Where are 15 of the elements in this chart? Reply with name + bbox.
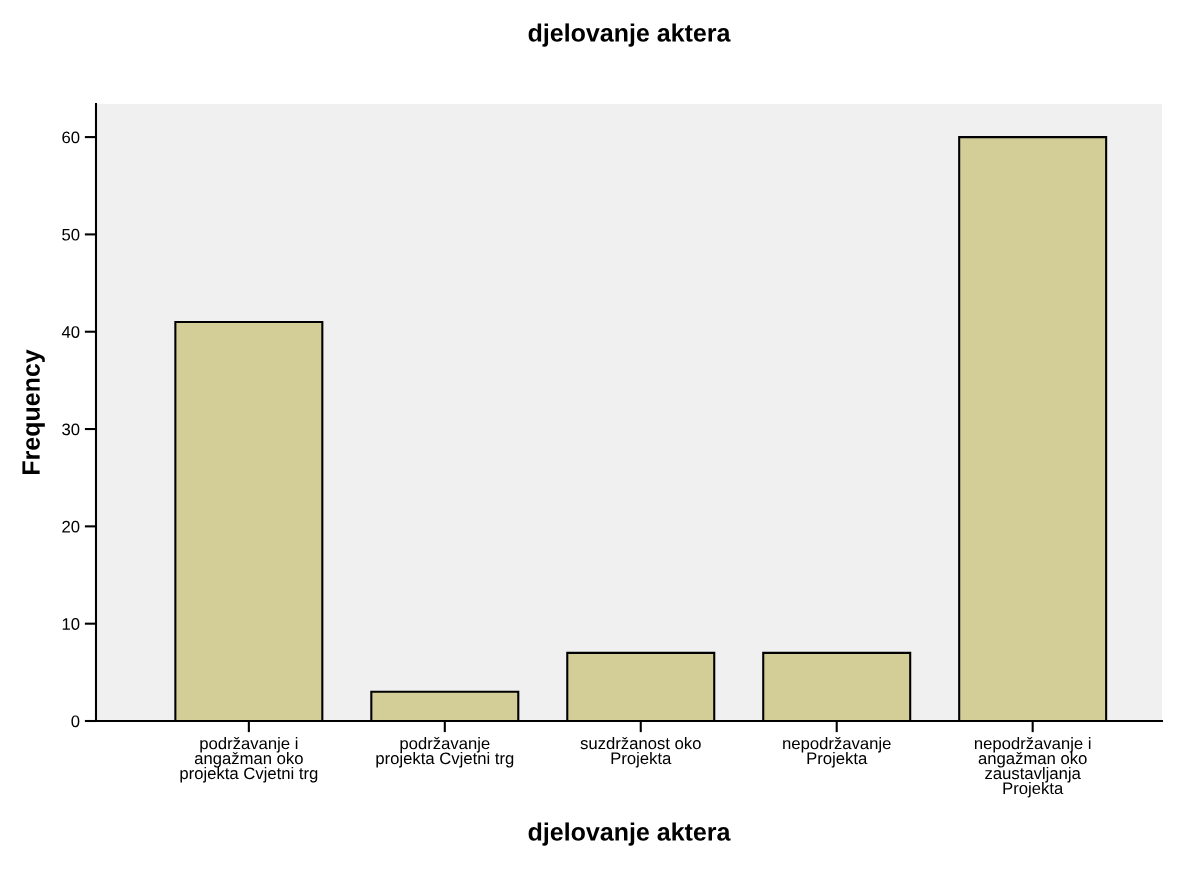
chart-title: djelovanje aktera [528, 23, 731, 47]
x-tick-label: nepodržavanje i angažman oko zaustavljanja Projekta [974, 736, 1091, 798]
x-tick-label: podržavanje projekta Cvjetni trg [376, 736, 514, 768]
x-tick-label: nepodržavanje Projekta [783, 736, 891, 768]
x-tick-label: podržavanje i angažman oko projekta Cvjetni trg [180, 736, 318, 783]
x-axis-title: djelovanje aktera [528, 822, 731, 846]
y-tick-label: 30 [62, 423, 80, 436]
y-tick-label: 0 [71, 715, 80, 728]
y-tick-label: 60 [62, 131, 80, 144]
y-tick-label: 20 [62, 520, 80, 533]
x-tick-label: suzdržanost oko Projekta [580, 736, 701, 768]
y-tick-label: 40 [61, 326, 80, 338]
y-axis-title: Frequency [22, 349, 45, 475]
y-tick-label: 10 [62, 618, 80, 630]
y-tick-label: 50 [62, 228, 80, 241]
